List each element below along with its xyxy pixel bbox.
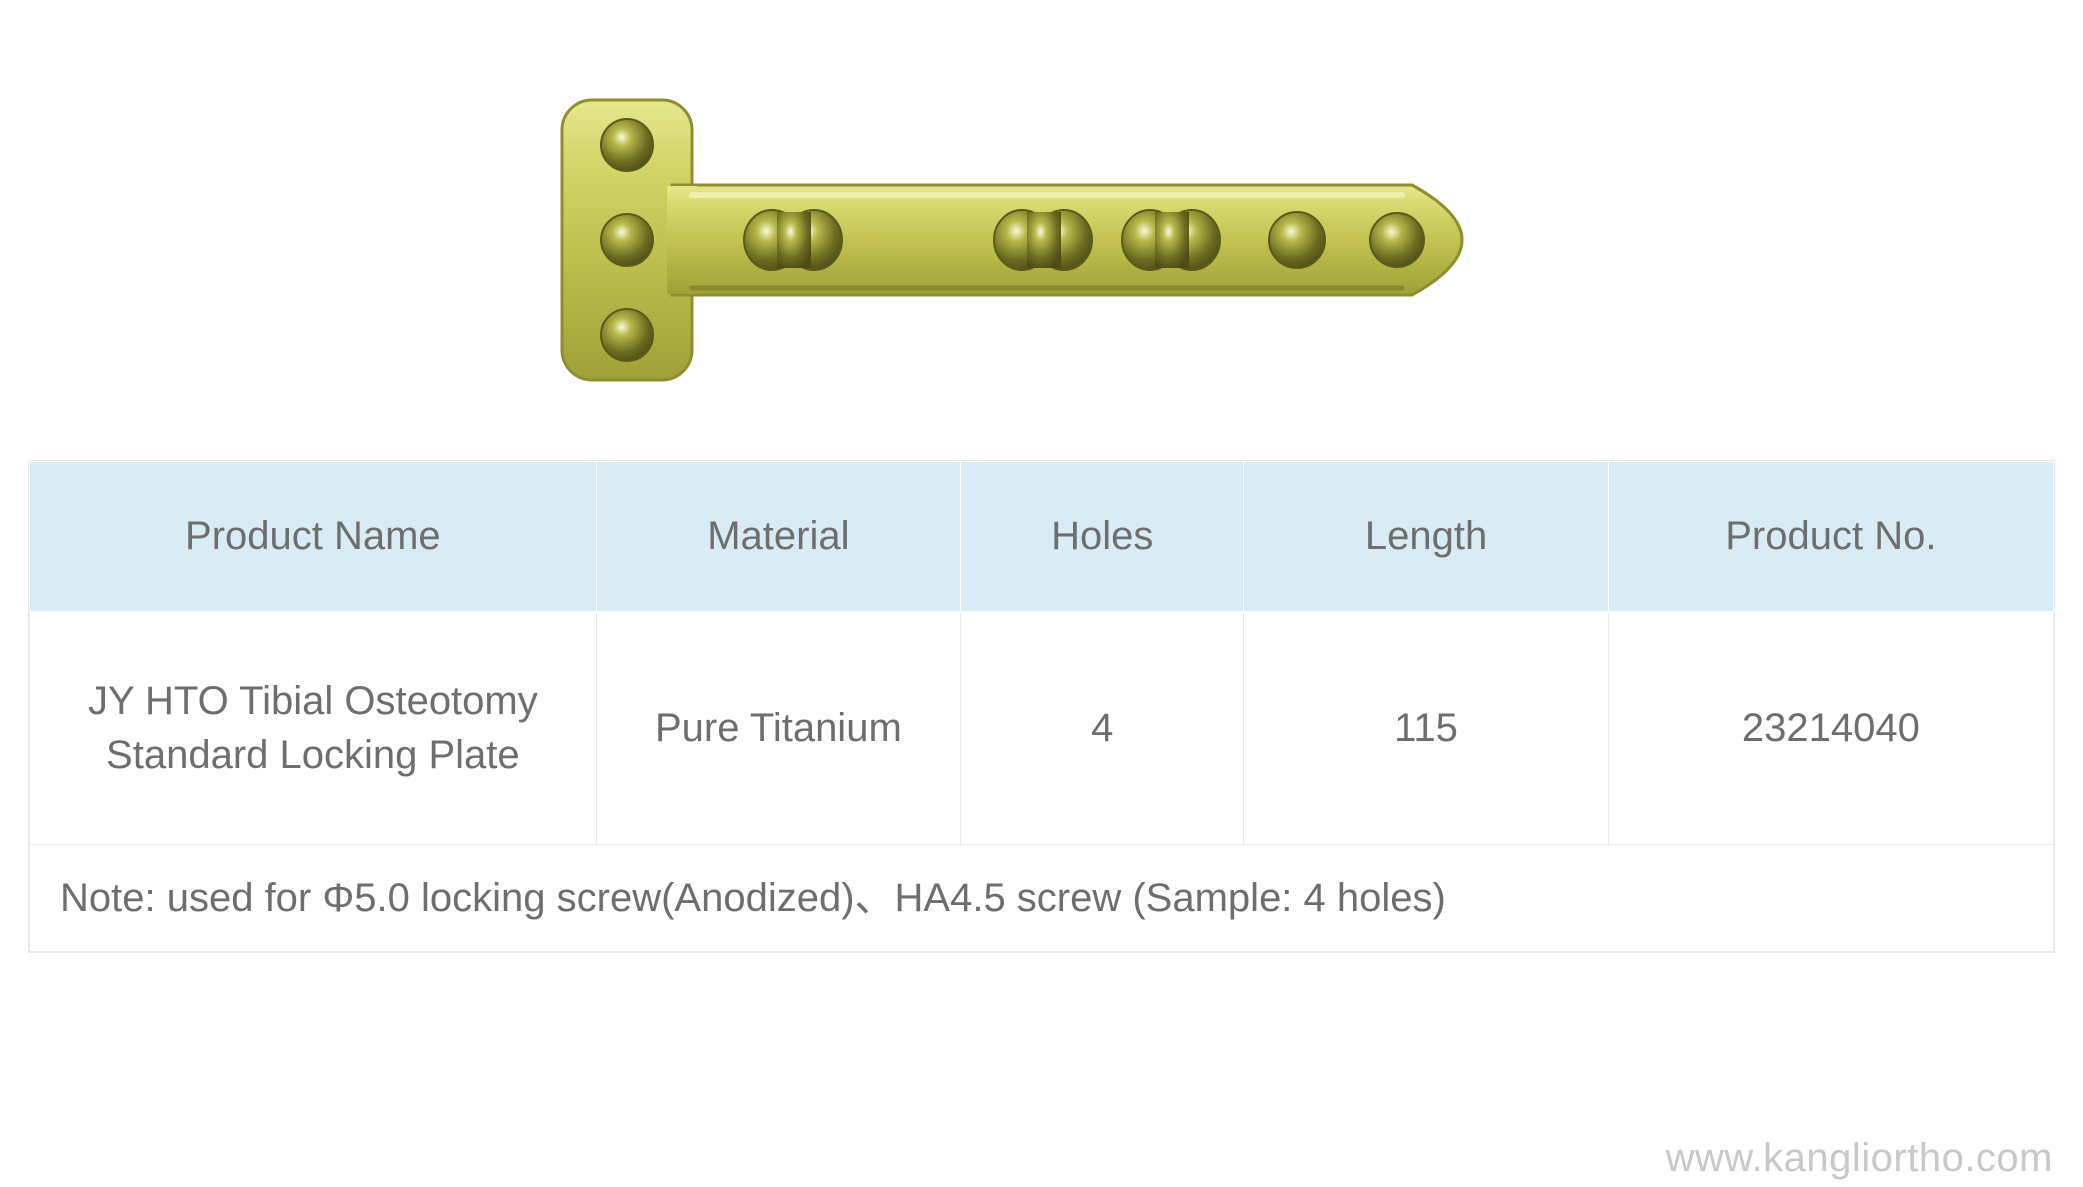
col-product-name: Product Name [30, 462, 597, 612]
table-row: JY HTO Tibial Osteotomy Standard Locking… [30, 612, 2054, 845]
cell-product-name: JY HTO Tibial Osteotomy Standard Locking… [30, 612, 597, 845]
locking-plate-illustration [552, 90, 1532, 390]
col-length: Length [1244, 462, 1608, 612]
cell-note: Note: used for Φ5.0 locking screw(Anodiz… [30, 845, 2054, 952]
product-image-area [0, 0, 2083, 430]
watermark-text: www.kangliortho.com [1666, 1136, 2053, 1181]
col-product-no: Product No. [1608, 462, 2053, 612]
cell-length: 115 [1244, 612, 1608, 845]
cell-product-no: 23214040 [1608, 612, 2053, 845]
cell-holes: 4 [961, 612, 1244, 845]
table-header-row: Product Name Material Holes Length Produ… [30, 462, 2054, 612]
table-note-row: Note: used for Φ5.0 locking screw(Anodiz… [30, 845, 2054, 952]
product-spec-table: Product Name Material Holes Length Produ… [28, 460, 2055, 953]
col-material: Material [596, 462, 960, 612]
col-holes: Holes [961, 462, 1244, 612]
cell-material: Pure Titanium [596, 612, 960, 845]
